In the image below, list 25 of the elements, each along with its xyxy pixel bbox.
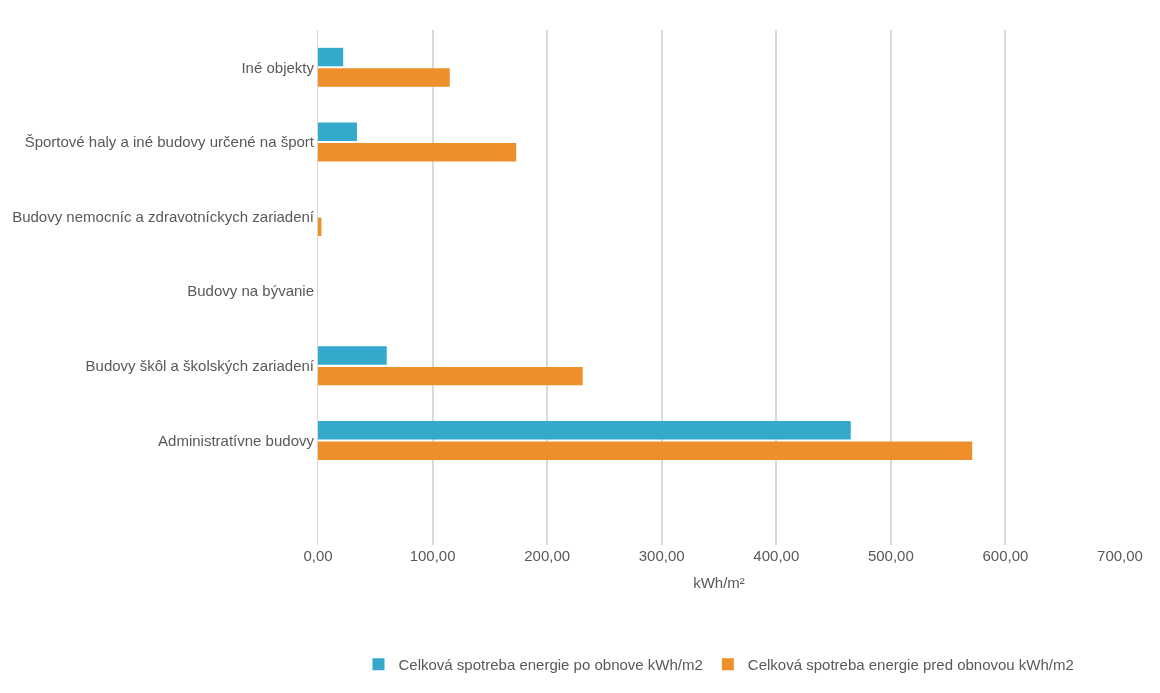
legend-label: Celková spotreba energie po obnove kWh/m2 [398, 656, 703, 674]
y-tick-label: Budovy škôl a školských zariadení [85, 357, 315, 375]
bar [318, 366, 583, 386]
y-tick-label: Budovy na bývanie [187, 282, 314, 300]
bar [318, 441, 973, 461]
bar [318, 122, 357, 141]
x-tick-label: 0,00 [303, 547, 333, 564]
bar [318, 346, 387, 365]
x-tick-label: 300,00 [638, 547, 685, 564]
x-tick-label: 600,00 [982, 547, 1029, 564]
y-tick-label: Športové haly a iné budovy určené na šport [24, 133, 315, 151]
y-tick-label: Administratívne budovy [158, 431, 315, 449]
legend-label: Celková spotreba energie pred obnovou kWh/m2 [747, 656, 1074, 674]
y-tick-label: Budovy nemocníc a zdravotníckych zariadení [12, 207, 315, 225]
x-tick-label: 200,00 [524, 547, 571, 564]
x-tick-label: 400,00 [753, 547, 800, 564]
x-tick-label: 500,00 [867, 547, 914, 564]
bar [318, 421, 851, 440]
bar [318, 142, 517, 162]
x-tick-label: 100,00 [409, 547, 456, 564]
bar [318, 47, 344, 67]
y-tick-label: Iné objekty [241, 58, 315, 76]
x-tick-label: 700,00 [1097, 547, 1143, 564]
bar [318, 68, 450, 87]
x-axis-title: kWh/m² [693, 574, 745, 591]
